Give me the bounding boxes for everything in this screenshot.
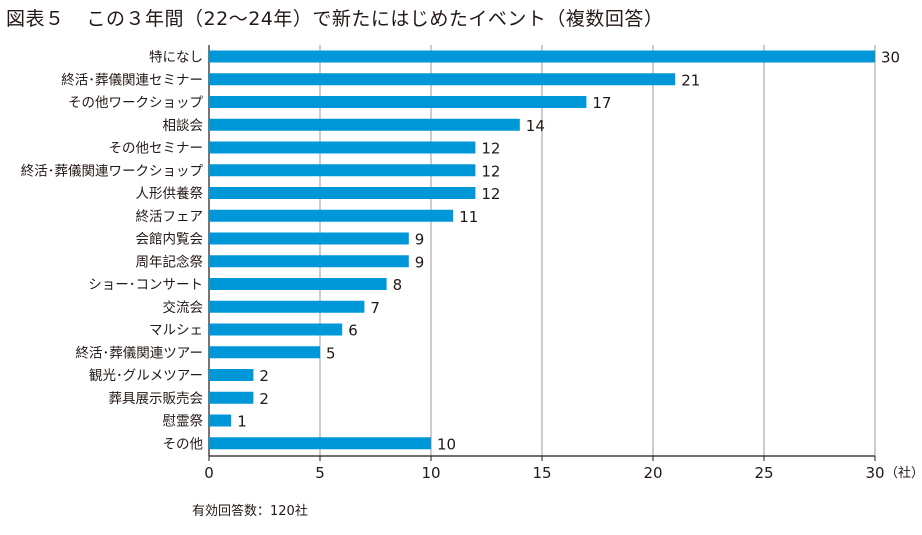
- bar: [209, 187, 476, 199]
- category-label: 終活･葬儀関連ツアー: [76, 345, 203, 361]
- category-label: 周年記念祭: [136, 253, 204, 270]
- bar: [209, 414, 232, 427]
- category-label: 観光･グルメツアー: [89, 367, 203, 384]
- value-label: 5: [326, 344, 336, 362]
- category-label: 特になし: [149, 50, 203, 66]
- bars: [209, 50, 875, 450]
- category-label: その他ワークショップ: [68, 95, 203, 111]
- x-tick-label: 0: [204, 464, 214, 482]
- value-label: 1: [237, 413, 247, 431]
- category-label: 終活･葬儀関連セミナー: [61, 72, 203, 88]
- bar: [209, 255, 409, 268]
- bar: [209, 164, 476, 177]
- category-label: 終活･葬儀関連ワークショップ: [21, 163, 204, 179]
- category-label: 人形供養祭: [136, 185, 204, 202]
- x-tick-label: 5: [315, 464, 325, 482]
- value-label: 12: [481, 185, 500, 203]
- bar: [209, 437, 431, 450]
- bar: [209, 141, 476, 154]
- x-tick-label: 30: [865, 464, 884, 482]
- value-label: 2: [259, 390, 269, 408]
- value-label: 2: [259, 367, 269, 385]
- bar: [209, 323, 343, 336]
- bar: [209, 118, 520, 131]
- value-label: 10: [437, 435, 456, 453]
- category-label: その他セミナー: [109, 141, 204, 157]
- category-label: マルシェ: [149, 323, 203, 339]
- value-label: 17: [592, 94, 611, 112]
- value-label: 6: [348, 322, 358, 340]
- bar: [209, 209, 454, 222]
- title-text: この３年間（22〜24年）で新たにはじめたイベント（複数回答）: [86, 8, 664, 30]
- bar: [209, 96, 587, 108]
- value-label: 9: [415, 231, 425, 249]
- value-label: 8: [393, 276, 403, 294]
- chart-title: 図表５ この３年間（22〜24年）で新たにはじめたイベント（複数回答）: [6, 4, 663, 31]
- category-label: 交流会: [163, 299, 204, 316]
- value-label: 30: [881, 49, 900, 67]
- bar: [209, 50, 875, 63]
- grid-lines: [208, 45, 876, 461]
- category-label: 慰霊祭: [163, 413, 204, 430]
- value-label: 14: [526, 117, 545, 135]
- x-tick-label: 20: [643, 464, 662, 482]
- bar: [209, 346, 320, 359]
- category-label: その他: [163, 436, 204, 452]
- category-label: 葬具展示販売会: [109, 391, 204, 407]
- category-label: 会館内覧会: [136, 231, 204, 248]
- value-label: 12: [481, 140, 500, 158]
- category-label: 終活フェア: [136, 209, 204, 225]
- value-label: 11: [459, 208, 478, 226]
- response-count-note: 有効回答数：120社: [192, 504, 308, 519]
- bar: [209, 73, 676, 86]
- category-label: ショー･コンサート: [88, 277, 203, 293]
- x-tick-label: 10: [421, 464, 440, 482]
- figure-label: 図表５: [6, 8, 65, 30]
- bar: [209, 278, 387, 290]
- bar: [209, 391, 254, 404]
- value-label: 12: [481, 162, 500, 180]
- x-unit-label: （社）: [885, 465, 922, 481]
- value-label: 9: [415, 253, 425, 271]
- x-tick-label: 25: [754, 464, 773, 482]
- bar: [209, 232, 409, 245]
- x-tick-label: 15: [532, 464, 551, 482]
- category-label: 相談会: [163, 118, 204, 134]
- value-label: 7: [370, 299, 380, 317]
- bar: [209, 369, 254, 381]
- bar: [209, 300, 365, 313]
- value-label: 21: [681, 71, 700, 89]
